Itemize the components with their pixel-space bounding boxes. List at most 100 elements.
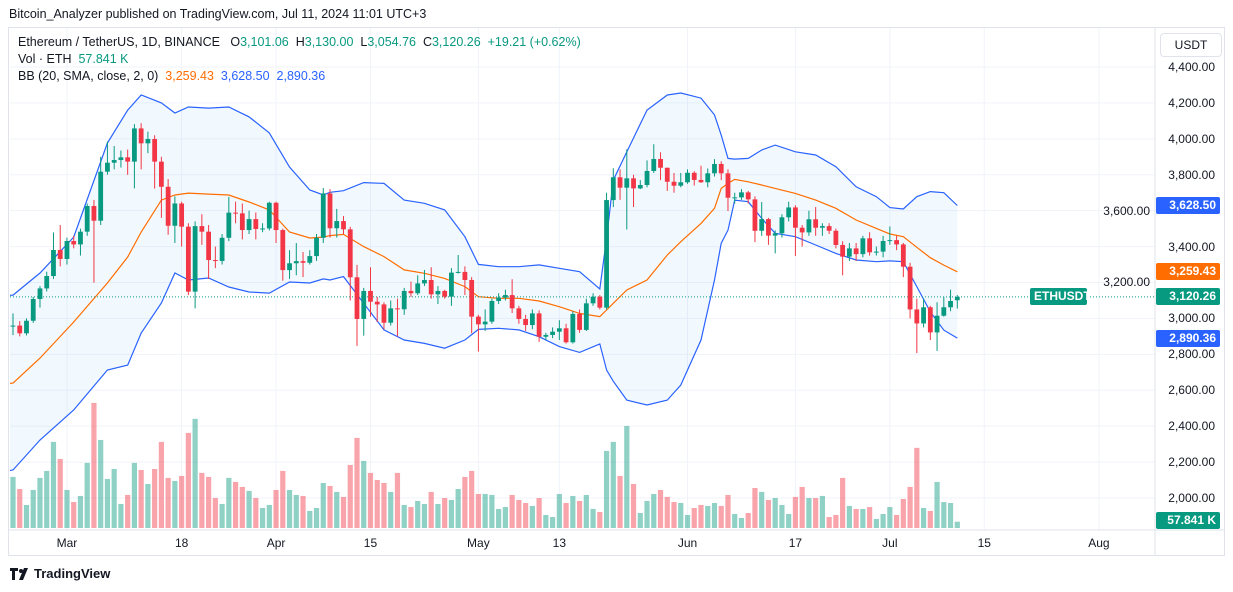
candle-body xyxy=(152,139,158,162)
volume-tag: 57.841 K xyxy=(1156,512,1220,529)
candle-body xyxy=(941,307,947,316)
volume-bar xyxy=(428,491,434,528)
volume-bar xyxy=(354,437,360,528)
volume-bar xyxy=(819,495,825,528)
high-label: H xyxy=(295,35,305,49)
volume-bar xyxy=(421,503,428,528)
candle-body xyxy=(239,213,245,231)
volume-bar xyxy=(448,499,455,528)
low-label: L xyxy=(360,35,368,49)
candle-body xyxy=(556,328,562,332)
candle-body xyxy=(597,296,603,308)
candle-body xyxy=(347,229,353,278)
candle-body xyxy=(914,309,920,324)
volume-legend[interactable]: Vol · ETH 57.841 K xyxy=(18,52,129,66)
candle-body xyxy=(846,248,852,257)
candle-body xyxy=(78,231,83,245)
candle-body xyxy=(388,308,394,323)
volume-bar xyxy=(840,477,846,528)
price-tick-label: 3,400.00 xyxy=(1168,239,1215,254)
candle-body xyxy=(793,207,798,228)
candle-body xyxy=(873,251,879,253)
volume-bar xyxy=(84,462,90,528)
candle-body xyxy=(422,279,427,284)
candle-body xyxy=(759,219,765,231)
published-caption: Bitcoin_Analyzer published on TradingVie… xyxy=(9,7,427,21)
candle-body xyxy=(125,157,131,162)
candle-body xyxy=(361,290,367,319)
volume-bar xyxy=(900,498,906,528)
time-tick-label: Apr xyxy=(266,536,286,550)
volume-bar xyxy=(253,497,259,528)
volume-bar xyxy=(725,494,731,528)
candle-body xyxy=(192,226,198,292)
candle-body xyxy=(476,316,481,325)
candle-body xyxy=(502,295,508,298)
volume-bar xyxy=(779,504,785,528)
volume-bar xyxy=(617,475,623,528)
candle-body xyxy=(84,205,90,232)
low-value: 3,054.76 xyxy=(367,35,416,49)
volume-bar xyxy=(340,496,347,528)
volume-bar xyxy=(475,493,482,528)
candle-body xyxy=(307,256,313,263)
currency-button[interactable]: USDT xyxy=(1160,33,1222,57)
volume-bar xyxy=(408,507,414,528)
high-value: 3,130.00 xyxy=(304,35,354,49)
volume-bar xyxy=(327,485,333,528)
candle-body xyxy=(698,179,704,183)
price-tick-label: 2,000.00 xyxy=(1168,490,1215,505)
candle-body xyxy=(273,202,279,231)
volume-bar xyxy=(118,503,124,528)
bb-legend[interactable]: BB (20, SMA, close, 2, 0) 3,259.43 3,628… xyxy=(18,69,325,83)
candle-body xyxy=(509,295,515,309)
volume-bar xyxy=(10,476,16,528)
candle-body xyxy=(887,240,893,242)
candle-body xyxy=(320,193,326,238)
candle-body xyxy=(691,172,697,180)
volume-bar xyxy=(887,507,893,528)
candle-body xyxy=(212,260,218,262)
candle-body xyxy=(17,325,23,334)
volume-bar xyxy=(125,494,131,528)
candle-body xyxy=(462,271,468,280)
volume-bar xyxy=(179,475,185,528)
candle-body xyxy=(172,203,178,226)
candle-body xyxy=(705,173,711,183)
time-tick-label: May xyxy=(467,536,490,550)
volume-bar xyxy=(893,514,900,528)
volume-bar xyxy=(489,494,495,528)
candle-body xyxy=(138,128,144,144)
volume-bar xyxy=(738,517,745,528)
candle-body xyxy=(260,228,265,230)
volume-bar xyxy=(759,491,765,528)
symbol-title[interactable]: Ethereum / TetherUS, 1D, BINANCE xyxy=(18,35,220,49)
candle-body xyxy=(745,192,751,200)
volume-bar xyxy=(806,497,812,528)
candle-body xyxy=(867,238,873,253)
volume-bar xyxy=(880,513,886,528)
price-tick-label: 4,000.00 xyxy=(1168,131,1215,146)
volume-bar xyxy=(482,493,488,528)
volume-bar xyxy=(792,496,799,528)
tradingview-brand[interactable]: TradingView xyxy=(10,566,110,581)
candle-body xyxy=(111,160,117,163)
candle-body xyxy=(766,219,771,236)
volume-bar xyxy=(462,476,468,528)
candle-body xyxy=(631,178,636,189)
candle-body xyxy=(927,307,933,333)
price-tick-label: 3,000.00 xyxy=(1168,311,1215,326)
volume-bar xyxy=(131,462,138,528)
volume-bar xyxy=(320,482,326,528)
candle-body xyxy=(64,241,70,259)
volume-bar xyxy=(603,450,610,528)
price-tick-label: 2,400.00 xyxy=(1168,419,1215,434)
volume-bar xyxy=(44,470,50,528)
candle-body xyxy=(368,290,373,302)
candle-body xyxy=(266,202,272,229)
symbol-price-tag: ETHUSDT xyxy=(1030,288,1091,306)
candle-body xyxy=(590,296,596,304)
volume-bar xyxy=(145,483,151,528)
volume-bar xyxy=(192,418,198,528)
